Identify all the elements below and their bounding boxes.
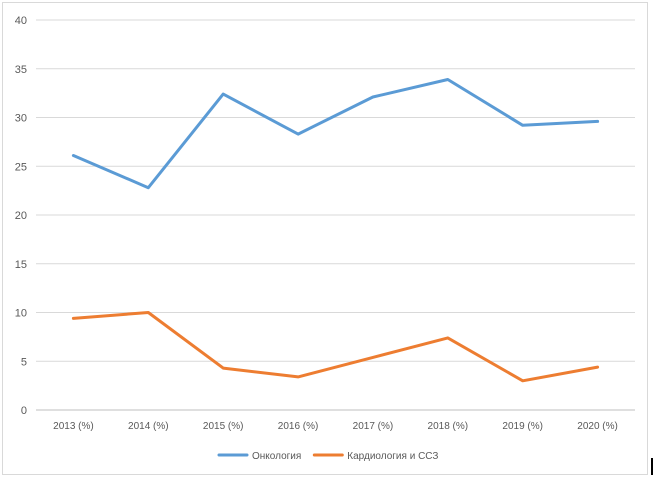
x-tick-label: 2018 (%): [428, 421, 469, 432]
y-tick-label: 20: [15, 210, 27, 222]
line-chart: 0 5 10 15 20 25 30 35 40 2013 (%) 2014 (%) 2015 (%…: [15, 15, 635, 462]
chart-area: 0 5 10 15 20 25 30 35 40 2013 (%) 2014 (%) 2015 (%…: [2, 2, 648, 475]
y-tick-label: 15: [15, 259, 27, 271]
y-axis-tick-labels: 0 5 10 15 20 25 30 35 40: [15, 15, 27, 417]
y-tick-label: 25: [15, 161, 27, 173]
legend: Онкология Кардиология и ССЗ: [217, 451, 438, 462]
x-axis-tick-labels: 2013 (%) 2014 (%) 2015 (%) 2016 (%) 2017 (%)…: [53, 421, 618, 432]
y-tick-label: 10: [15, 308, 27, 320]
y-tick-label: 30: [15, 113, 27, 125]
legend-label: Кардиология и ССЗ: [347, 451, 438, 462]
text-cursor: [651, 458, 653, 475]
x-tick-label: 2014 (%): [128, 421, 169, 432]
series-lines: [71, 78, 600, 383]
series-line-1: [71, 78, 600, 190]
x-tick-label: 2013 (%): [53, 421, 94, 432]
legend-label: Онкология: [252, 451, 301, 462]
x-tick-label: 2020 (%): [577, 421, 618, 432]
y-tick-label: 5: [21, 356, 27, 368]
y-tick-label: 0: [21, 405, 27, 417]
gridlines: [36, 19, 635, 411]
y-tick-label: 40: [15, 15, 27, 27]
x-tick-label: 2016 (%): [278, 421, 319, 432]
x-tick-label: 2017 (%): [353, 421, 394, 432]
y-tick-label: 35: [15, 64, 27, 76]
series-line-2: [71, 311, 600, 383]
x-tick-label: 2015 (%): [203, 421, 244, 432]
x-tick-label: 2019 (%): [502, 421, 543, 432]
